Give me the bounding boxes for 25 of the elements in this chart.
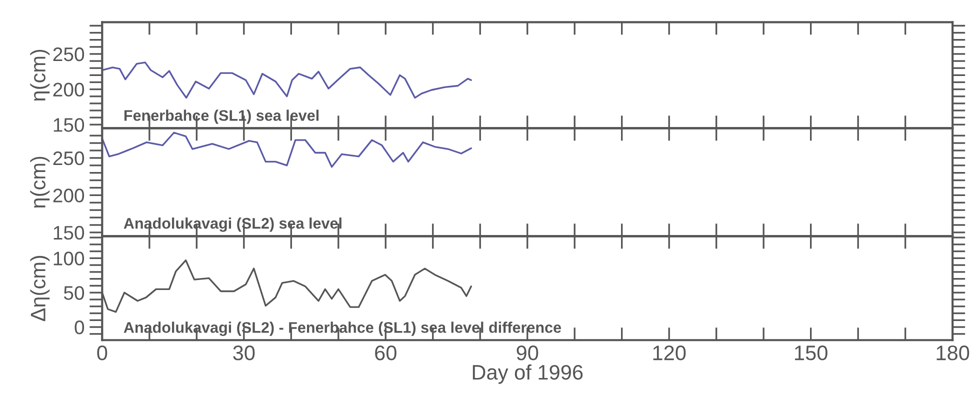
y-tick-label: 150 [54,226,84,240]
x-tick-label: 60 [375,346,396,360]
y-axis-title: η(cm) [30,156,50,208]
x-tick-label: 0 [97,346,108,360]
line-series [102,62,472,99]
y-tick-label: 250 [53,47,84,62]
y-axis-title: η(cm) [30,50,50,101]
y-tick-label: 50 [64,286,84,300]
y-tick-label: 100 [54,252,84,266]
y-tick-label: 250 [53,151,84,166]
annotation: Anadolukavagi (SL2) sea level [124,218,342,232]
line-series [102,132,472,168]
annotation: Fenerbahce (SL1) sea level [124,110,318,124]
x-tick-label: 180 [936,346,970,360]
x-tick-label: 120 [653,346,686,360]
y-tick-label: 200 [53,188,84,202]
y-axis-title: Δη(cm) [30,256,50,322]
y-tick-label: 0 [74,320,84,334]
x-tick-label: 150 [795,346,828,360]
y-tick-label: 150 [54,118,84,132]
x-axis-title: Day of 1996 [472,364,583,384]
x-tick-label: 30 [233,346,255,360]
y-tick-label: 200 [53,82,84,97]
annotation: Anadolukavagi (SL2) - Fenerbahce (SL1) sea level difference [124,322,562,336]
x-tick-label: 90 [516,346,538,360]
